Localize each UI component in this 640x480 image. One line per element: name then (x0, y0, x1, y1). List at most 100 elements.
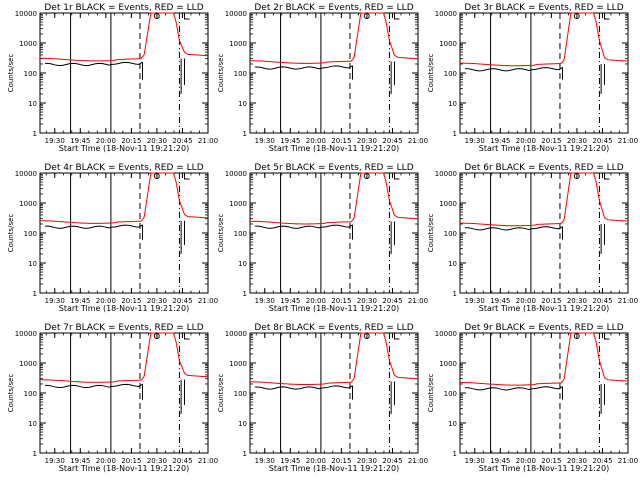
circle-marker-icon (363, 333, 370, 339)
circle-marker-icon (363, 173, 370, 179)
y-tick-label: 1000 (439, 40, 457, 48)
lld-series-line (39, 12, 209, 62)
x-tick-label: 20:00 (516, 137, 536, 145)
x-tick-label: 21:00 (618, 297, 638, 305)
x-tick-label: 19:45 (280, 137, 300, 145)
x-tick-label: 21:00 (198, 137, 218, 145)
events-series-line (465, 66, 563, 72)
x-tick-label: 21:00 (408, 457, 428, 465)
y-tick-label: 100 (234, 390, 247, 398)
x-tick-label: 19:30 (255, 137, 275, 145)
y-tick-label: 10000 (15, 170, 37, 178)
x-tick-label: 20:15 (331, 137, 351, 145)
panel-title: Det 5r BLACK = Events, RED = LLD (254, 163, 413, 173)
y-tick-label: 1000 (229, 200, 247, 208)
plot-frame (39, 172, 209, 294)
x-tick-label: 20:15 (331, 457, 351, 465)
y-tick-label: 10 (448, 100, 457, 108)
y-tick-label: 10000 (225, 10, 247, 18)
plot-frame (459, 332, 629, 454)
circle-marker-icon (573, 173, 580, 179)
events-series-line (255, 385, 353, 390)
lld-series-line (459, 12, 629, 67)
panel-title: Det 4r BLACK = Events, RED = LLD (44, 163, 203, 173)
x-tick-label: 20:45 (172, 457, 192, 465)
x-tick-label: 20:00 (306, 137, 326, 145)
x-tick-label: 19:45 (70, 457, 90, 465)
x-tick-label: 19:30 (465, 297, 485, 305)
events-series-line (465, 226, 563, 231)
y-tick-label: 1 (243, 450, 247, 458)
y-tick-label: 1 (33, 450, 37, 458)
plot-frame (459, 172, 629, 294)
y-tick-label: 10 (28, 420, 37, 428)
y-tick-label: 10 (238, 100, 247, 108)
x-tick-label: 21:00 (198, 297, 218, 305)
lld-series-line (249, 12, 419, 64)
y-axis-label: Counts/sec (427, 54, 435, 93)
y-tick-label: 10000 (435, 170, 457, 178)
y-tick-label: 10 (448, 260, 457, 268)
plot-frame (249, 12, 419, 134)
x-tick-label: 19:30 (465, 457, 485, 465)
events-series-line (45, 224, 143, 229)
lld-series-line (459, 172, 629, 227)
x-tick-label: 19:30 (255, 297, 275, 305)
x-tick-label: 20:00 (96, 297, 116, 305)
detector-panel-1: Det 1r BLACK = Events, RED = LLD Counts/s… (7, 3, 218, 153)
x-axis-label: Start Time (18-Nov-11 19:21:20) (269, 304, 399, 313)
events-series-line (45, 383, 143, 389)
y-tick-label: 10000 (435, 10, 457, 18)
x-tick-label: 20:30 (567, 137, 587, 145)
y-tick-label: 1 (33, 290, 37, 298)
x-tick-label: 20:15 (121, 457, 141, 465)
x-tick-label: 20:30 (147, 457, 167, 465)
x-tick-label: 19:45 (490, 137, 510, 145)
events-series-line (255, 65, 353, 70)
y-tick-label: 100 (24, 230, 37, 238)
x-axis-label: Start Time (18-Nov-11 19:21:20) (59, 144, 189, 153)
y-axis-label: Counts/sec (427, 374, 435, 413)
bracket-marker-icon (393, 13, 400, 20)
lld-series-line (249, 172, 419, 225)
x-tick-label: 20:45 (382, 297, 402, 305)
bracket-marker-icon (183, 333, 190, 340)
x-tick-label: 20:00 (306, 297, 326, 305)
bracket-marker-icon (393, 173, 400, 180)
x-tick-label: 20:45 (592, 137, 612, 145)
x-tick-label: 20:30 (357, 297, 377, 305)
x-tick-label: 20:15 (121, 137, 141, 145)
y-axis-label: Counts/sec (217, 214, 225, 253)
panel-title: Det 1r BLACK = Events, RED = LLD (44, 3, 203, 13)
y-tick-label: 1 (243, 130, 247, 138)
y-tick-label: 1000 (19, 200, 37, 208)
panel-title: Det 2r BLACK = Events, RED = LLD (254, 3, 413, 13)
y-axis-label: Counts/sec (7, 214, 15, 253)
bracket-marker-icon (183, 173, 190, 180)
y-tick-label: 1 (453, 450, 457, 458)
y-axis-label: Counts/sec (7, 374, 15, 413)
y-tick-label: 10 (238, 420, 247, 428)
y-tick-label: 100 (444, 70, 457, 78)
detector-panel-6: Det 6r BLACK = Events, RED = LLD Counts/s… (427, 163, 638, 313)
x-tick-label: 20:45 (172, 297, 192, 305)
x-tick-label: 21:00 (198, 457, 218, 465)
x-tick-label: 19:45 (280, 297, 300, 305)
x-tick-label: 20:30 (357, 457, 377, 465)
y-tick-label: 100 (444, 230, 457, 238)
x-axis-label: Start Time (18-Nov-11 19:21:20) (479, 144, 609, 153)
x-tick-label: 20:00 (306, 457, 326, 465)
detector-panel-2: Det 2r BLACK = Events, RED = LLD Counts/s… (217, 3, 428, 153)
x-tick-label: 20:15 (541, 457, 561, 465)
lld-series-line (39, 332, 209, 383)
x-tick-label: 21:00 (618, 457, 638, 465)
plot-frame (39, 332, 209, 454)
bracket-marker-icon (603, 13, 610, 20)
bracket-marker-icon (603, 333, 610, 340)
detector-panel-4: Det 4r BLACK = Events, RED = LLD Counts/s… (7, 163, 218, 313)
x-axis-label: Start Time (18-Nov-11 19:21:20) (269, 144, 399, 153)
y-tick-label: 1000 (439, 200, 457, 208)
y-tick-label: 100 (234, 230, 247, 238)
panel-title: Det 6r BLACK = Events, RED = LLD (464, 163, 623, 173)
